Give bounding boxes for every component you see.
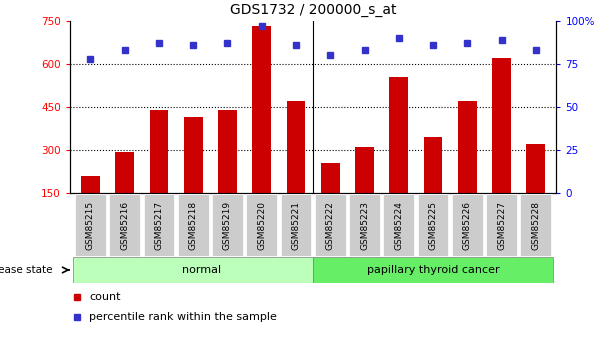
Text: GSM85221: GSM85221 — [291, 200, 300, 250]
Bar — [527, 144, 545, 193]
FancyBboxPatch shape — [520, 195, 551, 256]
FancyBboxPatch shape — [418, 195, 449, 256]
Text: GSM85217: GSM85217 — [154, 200, 164, 250]
Bar — [286, 101, 305, 193]
Text: normal: normal — [182, 265, 221, 275]
Text: GSM85226: GSM85226 — [463, 200, 472, 250]
Text: GSM85228: GSM85228 — [531, 200, 541, 250]
FancyBboxPatch shape — [280, 195, 311, 256]
Title: GDS1732 / 200000_s_at: GDS1732 / 200000_s_at — [230, 3, 396, 17]
Bar — [218, 110, 237, 193]
Bar — [355, 147, 374, 193]
FancyBboxPatch shape — [212, 195, 243, 256]
Bar — [116, 151, 134, 193]
Bar — [492, 58, 511, 193]
Text: GSM85215: GSM85215 — [86, 200, 95, 250]
Bar — [150, 110, 168, 193]
FancyBboxPatch shape — [315, 195, 346, 256]
Text: GSM85220: GSM85220 — [257, 200, 266, 250]
FancyBboxPatch shape — [452, 195, 483, 256]
Bar — [389, 77, 408, 193]
Bar — [321, 163, 340, 193]
Bar — [184, 117, 202, 193]
Bar — [252, 27, 271, 193]
Bar — [74, 257, 313, 283]
Text: papillary thyroid cancer: papillary thyroid cancer — [367, 265, 499, 275]
FancyBboxPatch shape — [349, 195, 380, 256]
Text: GSM85219: GSM85219 — [223, 200, 232, 250]
FancyBboxPatch shape — [143, 195, 174, 256]
Bar — [424, 137, 443, 193]
FancyBboxPatch shape — [75, 195, 106, 256]
FancyBboxPatch shape — [109, 195, 140, 256]
Text: GSM85227: GSM85227 — [497, 200, 506, 250]
Text: percentile rank within the sample: percentile rank within the sample — [89, 313, 277, 322]
Text: GSM85223: GSM85223 — [360, 200, 369, 250]
FancyBboxPatch shape — [246, 195, 277, 256]
Text: count: count — [89, 292, 121, 302]
Text: GSM85218: GSM85218 — [188, 200, 198, 250]
Text: disease state: disease state — [0, 265, 53, 275]
Bar — [458, 101, 477, 193]
Text: GSM85224: GSM85224 — [394, 201, 403, 249]
FancyBboxPatch shape — [383, 195, 414, 256]
Text: GSM85225: GSM85225 — [429, 200, 438, 250]
FancyBboxPatch shape — [486, 195, 517, 256]
Text: GSM85222: GSM85222 — [326, 201, 335, 249]
Text: GSM85216: GSM85216 — [120, 200, 130, 250]
Bar — [81, 176, 100, 193]
FancyBboxPatch shape — [178, 195, 209, 256]
Bar — [313, 257, 553, 283]
